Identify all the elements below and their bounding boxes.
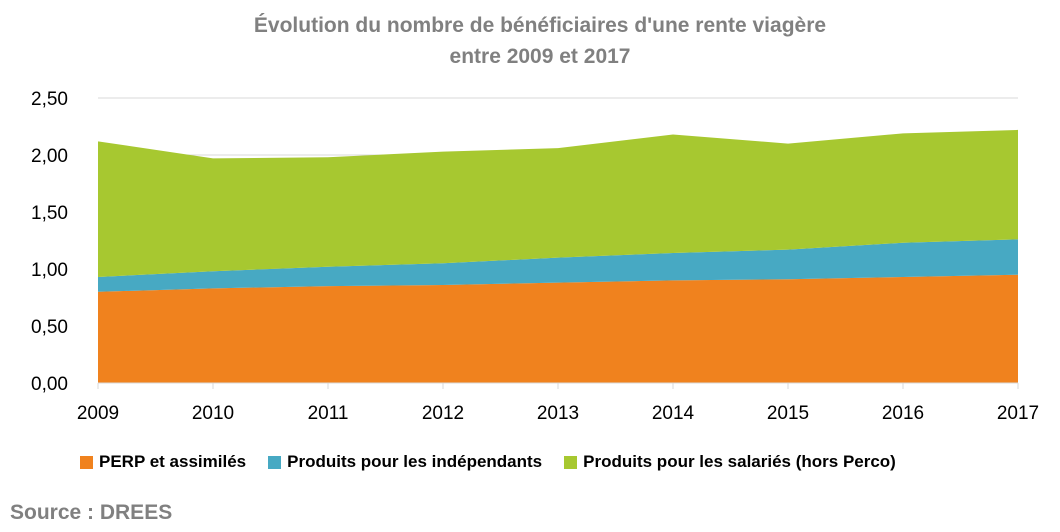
legend: PERP et assimilés Produits pour les indép…	[80, 452, 896, 472]
x-tick-label: 2011	[308, 403, 349, 424]
y-tick-label: 2,50	[31, 89, 68, 110]
legend-label: PERP et assimilés	[99, 452, 247, 471]
x-tick-label: 2017	[997, 403, 1039, 424]
legend-item: PERP et assimilés	[80, 452, 246, 472]
area-series-1	[98, 239, 1018, 292]
x-tick-label: 2013	[537, 403, 579, 424]
area-series-2	[98, 129, 1018, 277]
y-tick-label: 0,00	[31, 374, 68, 395]
source-note: Source : DREES	[10, 501, 173, 524]
x-tick-label: 2012	[422, 403, 464, 424]
legend-swatch	[80, 455, 93, 469]
legend-swatch	[564, 455, 578, 469]
chart-subtitle: entre 2009 et 2017	[449, 45, 631, 68]
legend-item: Produits pour les salariés (hors Perco)	[564, 452, 896, 472]
x-tick-label: 2014	[652, 403, 695, 424]
x-tick-label: 2010	[192, 403, 234, 424]
chart-title: Évolution du nombre de bénéficiaires d'u…	[253, 14, 827, 37]
y-tick-label: 0,50	[31, 317, 68, 338]
legend-swatch	[268, 455, 282, 469]
y-tick-label: 1,50	[31, 203, 68, 224]
y-tick-label: 2,00	[31, 146, 68, 167]
x-tick-label: 2015	[767, 403, 809, 424]
y-tick-label: 1,00	[31, 260, 68, 281]
legend-label: Produits pour les indépendants	[287, 452, 543, 471]
x-tick-label: 2016	[882, 403, 924, 424]
legend-item: Produits pour les indépendants	[268, 452, 542, 472]
x-tick-label: 2009	[77, 403, 119, 424]
area-series-0	[98, 274, 1018, 383]
legend-label: Produits pour les salariés (hors Perco)	[583, 452, 896, 471]
